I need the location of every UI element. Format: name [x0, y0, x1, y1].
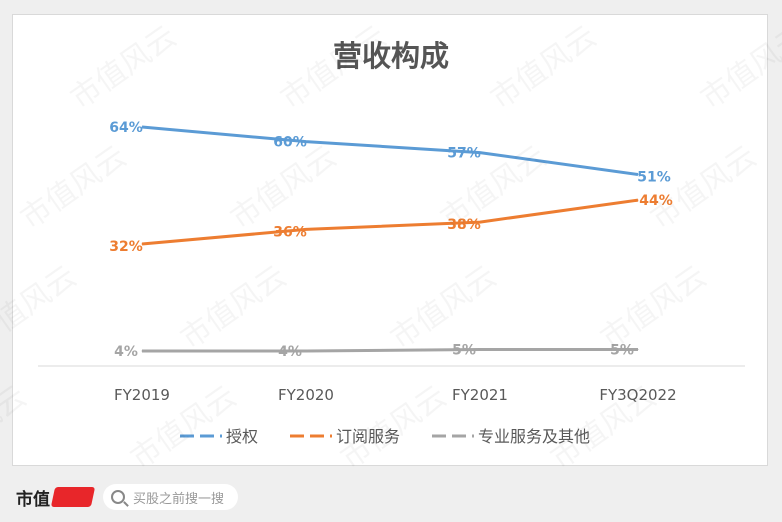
data-point: [479, 349, 481, 350]
watermark: 市值风云: [175, 259, 293, 356]
watermark: 市值风云: [0, 259, 83, 356]
legend-label: 专业服务及其他: [478, 427, 590, 446]
data-point: [637, 349, 639, 350]
data-point: [305, 350, 307, 352]
legend-label: 订阅服务: [336, 427, 400, 446]
footer: 市值 买股之前搜一搜: [16, 484, 239, 510]
data-point: [637, 174, 639, 176]
search-icon: [111, 490, 125, 504]
series-line-1: [141, 198, 639, 246]
data-point: [305, 141, 307, 143]
data-point: [479, 221, 481, 223]
data-label: 44%: [639, 193, 673, 209]
x-tick-label: FY2019: [114, 386, 170, 404]
data-point: [141, 126, 143, 128]
search-placeholder: 买股之前搜一搜: [133, 491, 225, 507]
brand-name: 市值: [16, 489, 50, 510]
data-label: 64%: [109, 120, 143, 136]
series-line-2: [142, 348, 638, 353]
legend-label: 授权: [226, 427, 258, 446]
brand-logo: [50, 487, 96, 507]
chart-card: [12, 14, 768, 466]
data-label: 5%: [452, 343, 476, 359]
data-point: [479, 152, 481, 154]
data-label: 57%: [447, 146, 481, 162]
watermark: 市值风云: [65, 19, 183, 116]
data-label: 51%: [637, 170, 671, 186]
watermark: 市值风云: [595, 259, 713, 356]
watermark: 市值风云: [485, 19, 603, 116]
series-line-0: [141, 125, 639, 177]
watermark: 市值风云: [385, 259, 503, 356]
watermark: 市值风云: [225, 139, 343, 236]
data-label: 32%: [109, 239, 143, 255]
data-point: [141, 350, 143, 352]
watermark: 市值风云: [0, 379, 33, 476]
data-label: 4%: [114, 344, 138, 360]
data-label: 36%: [273, 224, 307, 240]
watermark: 市值风云: [695, 19, 782, 116]
x-tick-label: FY2021: [452, 386, 508, 404]
data-label: 60%: [273, 135, 307, 151]
data-label: 38%: [447, 217, 481, 233]
x-tick-label: FY2020: [278, 386, 334, 404]
data-point: [141, 243, 143, 245]
chart-title: 营收构成: [333, 39, 449, 73]
data-point: [637, 199, 639, 201]
search-box[interactable]: 买股之前搜一搜: [103, 484, 239, 510]
data-point: [305, 228, 307, 230]
data-label: 4%: [278, 344, 302, 360]
watermark: 市值风云: [15, 139, 133, 236]
watermark: 市值风云: [645, 139, 763, 236]
data-label: 5%: [610, 343, 634, 359]
x-tick-label: FY3Q2022: [599, 386, 676, 404]
